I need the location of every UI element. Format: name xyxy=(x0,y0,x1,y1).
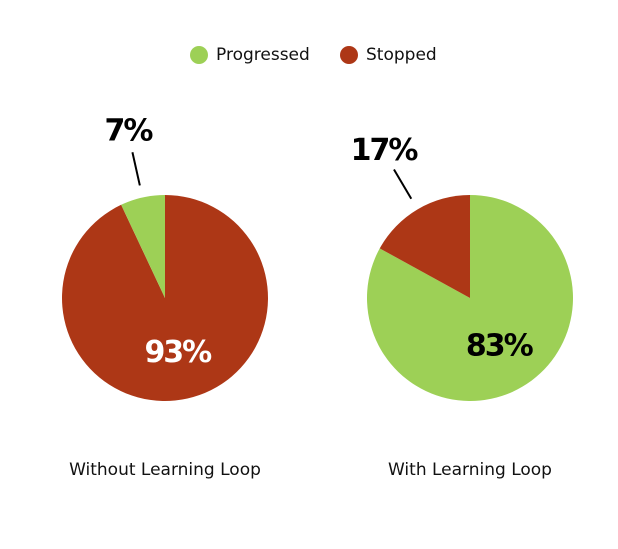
pie-slice xyxy=(62,195,269,401)
value-label: 83% xyxy=(466,328,534,363)
value-label: 17% xyxy=(351,133,419,168)
leader-line xyxy=(131,152,141,186)
value-label: 7% xyxy=(104,114,153,149)
pie-slice xyxy=(121,195,165,298)
pie-caption: Without Learning Loop xyxy=(69,460,261,480)
leader-line xyxy=(393,168,413,200)
legend-swatch xyxy=(190,46,208,64)
legend-label: Stopped xyxy=(366,45,437,65)
legend-swatch xyxy=(340,46,358,64)
legend-label: Progressed xyxy=(216,45,310,65)
pie-slice xyxy=(379,195,470,298)
pie-caption: With Learning Loop xyxy=(388,460,552,480)
value-label: 93% xyxy=(144,335,212,370)
